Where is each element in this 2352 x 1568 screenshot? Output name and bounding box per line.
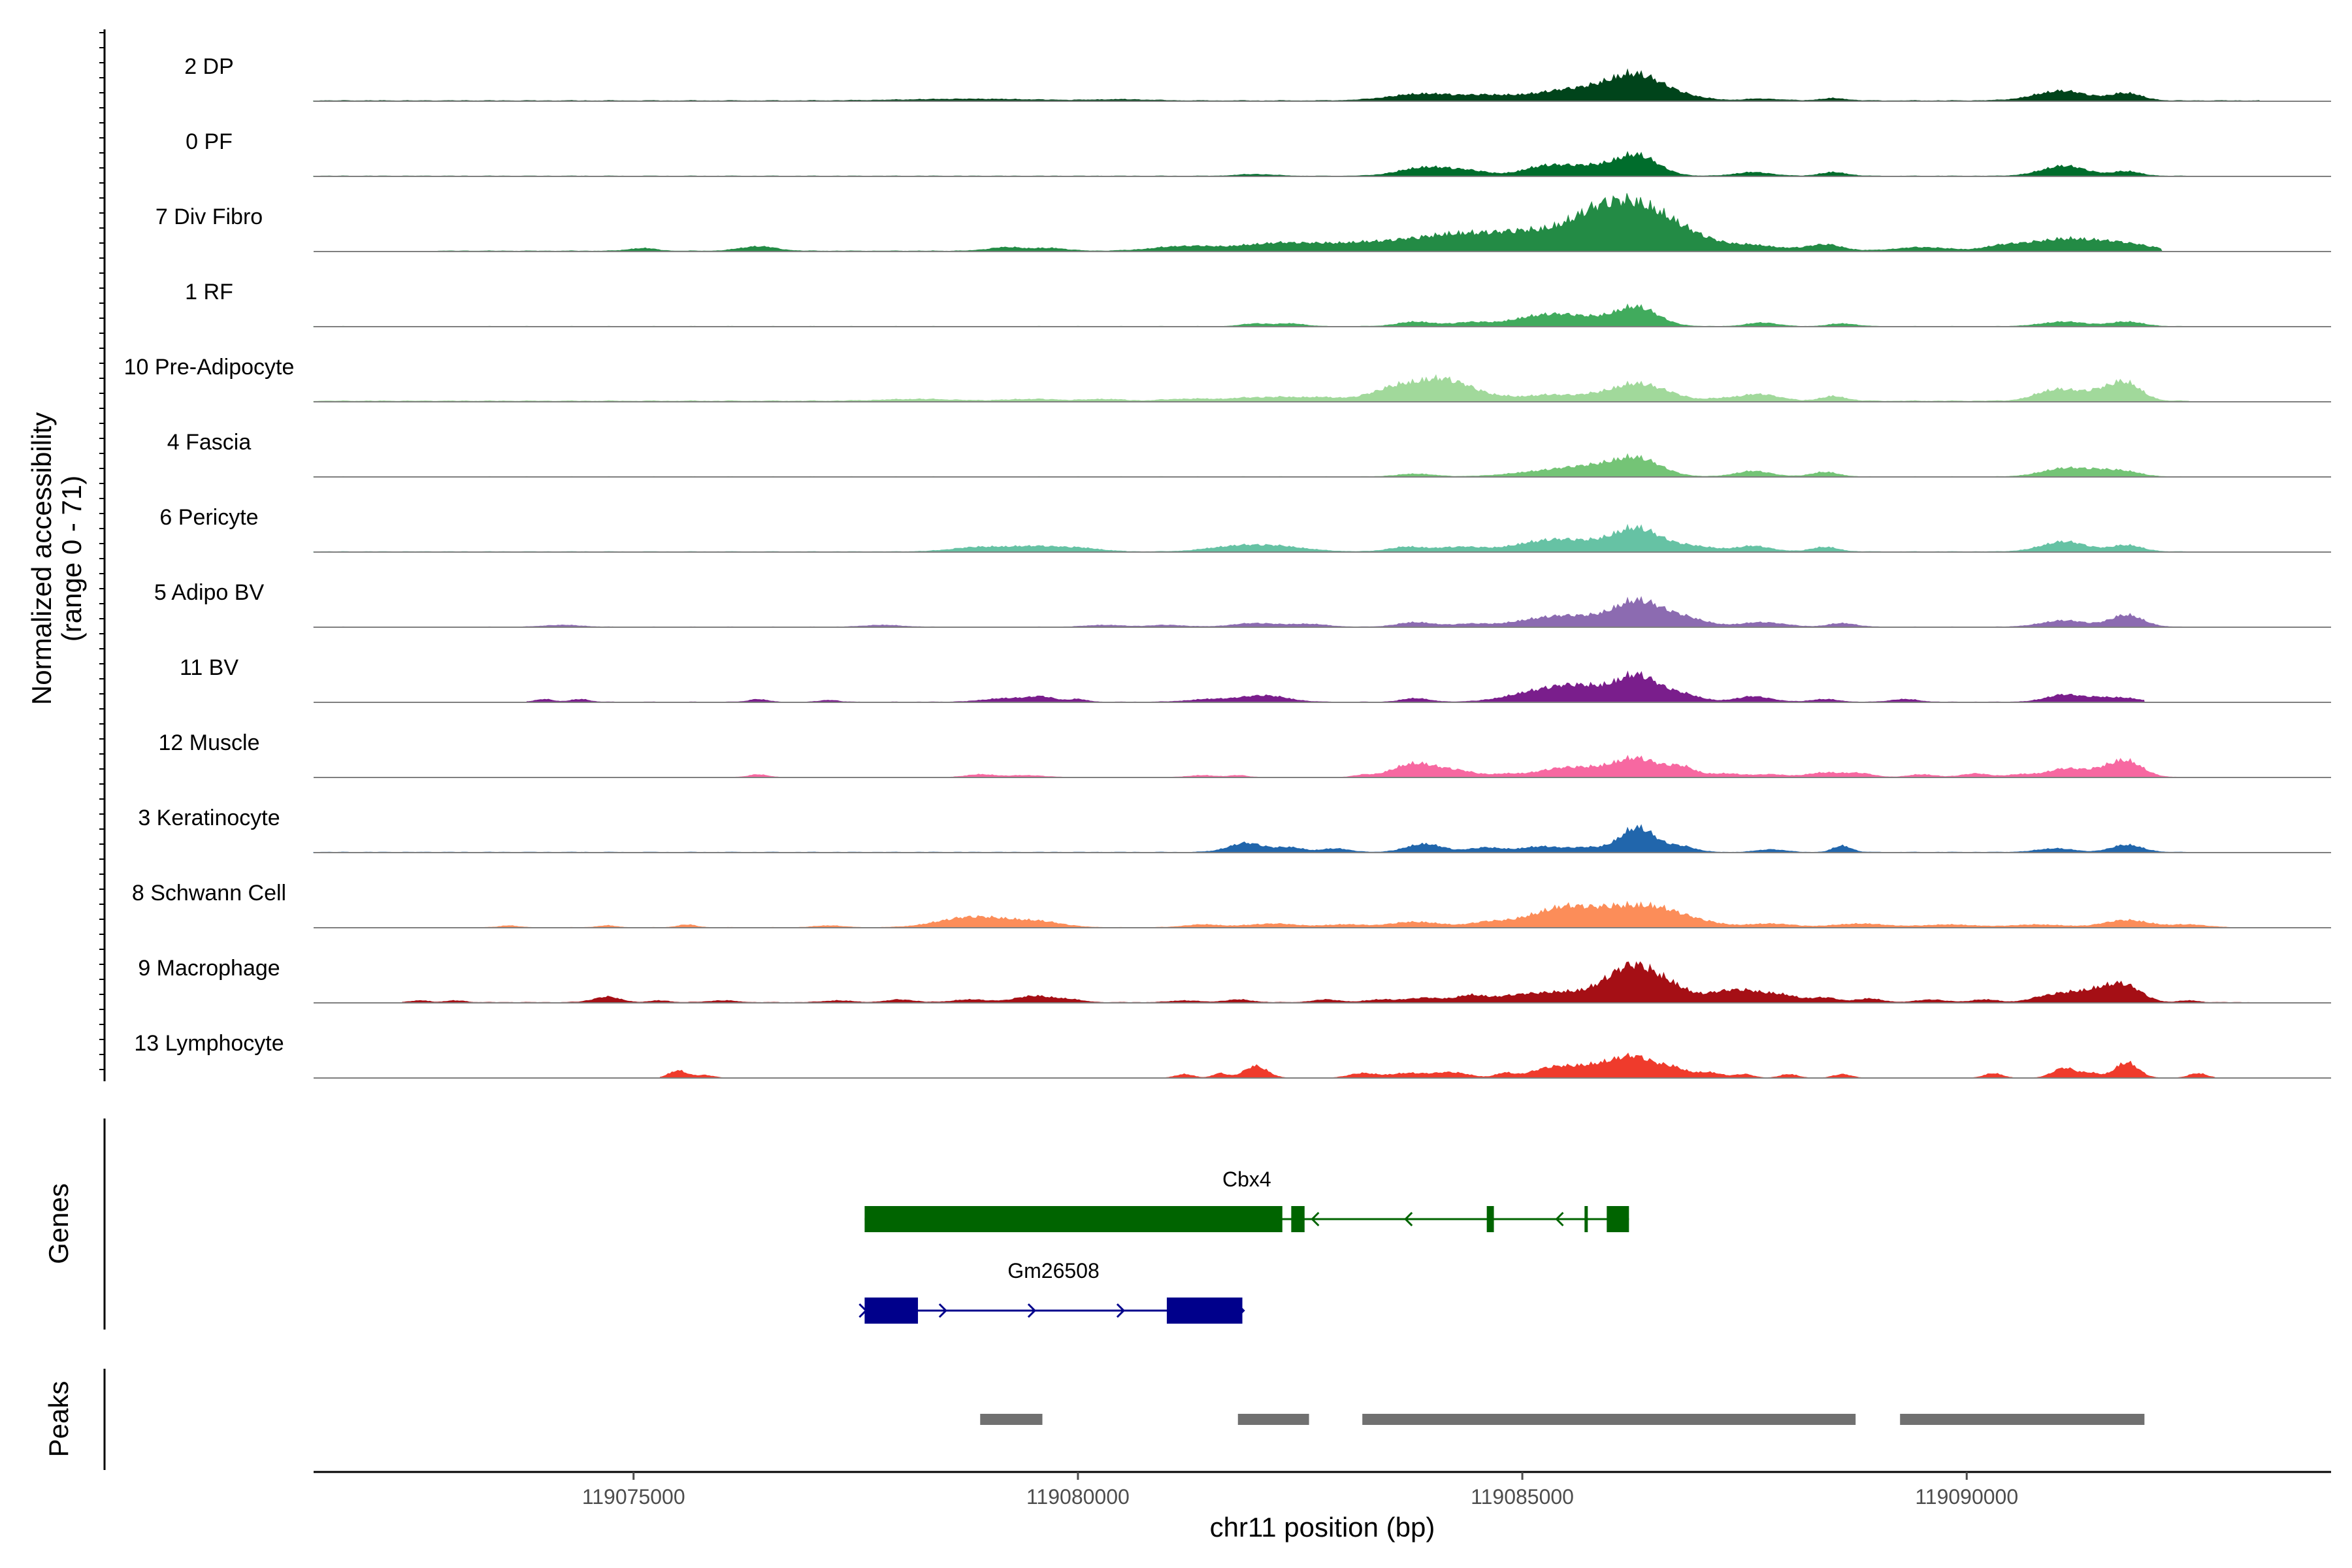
- track-3-keratinocyte: 3 Keratinocyte: [138, 806, 2331, 853]
- peak-region: [1900, 1414, 2145, 1425]
- strand-arrow: [858, 1303, 868, 1318]
- strand-arrow: [1311, 1211, 1320, 1227]
- track-13-lymphocyte: 13 Lymphocyte: [134, 1031, 2331, 1079]
- track-10-pre-adipocyte: 10 Pre-Adipocyte: [124, 355, 2331, 402]
- peaks-panel-label: Peaks: [43, 1381, 74, 1458]
- track-label: 5 Adipo BV: [154, 580, 265, 605]
- strand-arrow: [1116, 1303, 1126, 1318]
- gene-exon: [1291, 1206, 1305, 1232]
- track-coverage-area: [402, 961, 2251, 1004]
- track-8-schwann-cell: 8 Schwann Cell: [132, 881, 2331, 928]
- peak-region: [980, 1414, 1043, 1425]
- track-label: 11 BV: [180, 655, 238, 680]
- strand-arrow: [1027, 1303, 1037, 1318]
- genes-panel-label: Genes: [43, 1183, 74, 1264]
- track-12-muscle: 12 Muscle: [159, 730, 2331, 778]
- gene-exon: [1166, 1298, 1243, 1324]
- x-tick-label: 119075000: [582, 1485, 685, 1509]
- track-7-div-fibro: 7 Div Fibro: [155, 193, 2331, 252]
- track-label: 8 Schwann Cell: [132, 881, 286, 906]
- track-6-pericyte: 6 Pericyte: [159, 505, 2331, 553]
- track-4-fascia: 4 Fascia: [167, 430, 2331, 478]
- x-tick-label: 119080000: [1026, 1485, 1130, 1509]
- track-11-bv: 11 BV: [180, 655, 2331, 703]
- gene-exon: [1584, 1206, 1588, 1232]
- track-0-pf: 0 PF: [186, 129, 2331, 177]
- track-label: 0 PF: [186, 129, 233, 154]
- track-label: 1 RF: [185, 280, 233, 304]
- track-2-dp: 2 DP: [184, 54, 2331, 102]
- track-label: 10 Pre-Adipocyte: [124, 355, 295, 380]
- track-1-rf: 1 RF: [185, 280, 2331, 327]
- x-axis-title: chr11 position (bp): [1210, 1512, 1435, 1543]
- track-label: 4 Fascia: [167, 430, 252, 455]
- y-axis-subtitle: (range 0 - 71): [56, 476, 87, 642]
- peak-regions: [980, 1414, 2145, 1425]
- track-label: 9 Macrophage: [138, 956, 280, 981]
- gene-name-label: Cbx4: [1222, 1168, 1271, 1191]
- x-axis-ticks: 119075000 119080000 119085000 119090000: [582, 1472, 2018, 1509]
- peak-region: [1362, 1414, 1856, 1425]
- strand-arrow: [1236, 1303, 1245, 1318]
- track-label: 13 Lymphocyte: [134, 1031, 284, 1056]
- gene-exon: [1486, 1206, 1494, 1232]
- gene-name-label: Gm26508: [1007, 1259, 1100, 1282]
- strand-arrow: [1404, 1211, 1413, 1227]
- track-label: 7 Div Fibro: [155, 204, 263, 229]
- track-coverage-area: [437, 193, 2163, 252]
- strand-arrow: [1555, 1211, 1564, 1227]
- gene-exon: [864, 1206, 1282, 1232]
- y-axis-ticks: [99, 32, 105, 1070]
- track-label: 2 DP: [184, 54, 234, 79]
- gene-exon: [864, 1298, 919, 1324]
- track-9-macrophage: 9 Macrophage: [138, 956, 2331, 1004]
- gene-annotations: Cbx4 Gm26508: [858, 1168, 1629, 1324]
- track-5-adipo-bv: 5 Adipo BV: [154, 580, 2331, 628]
- y-axis-title: Normalized accessibility: [26, 412, 57, 705]
- gene-cbx4: Cbx4: [864, 1168, 1629, 1232]
- x-tick-label: 119090000: [1915, 1485, 2018, 1509]
- track-label: 6 Pericyte: [159, 505, 258, 530]
- strand-arrow: [938, 1303, 947, 1318]
- track-label: 3 Keratinocyte: [138, 806, 280, 830]
- coverage-tracks: 2 DP 0 PF 7 Div Fibro 1 RF 10 Pre-Adipocyte 4…: [124, 54, 2331, 1079]
- track-label: 12 Muscle: [159, 730, 260, 755]
- gene-exon: [1607, 1206, 1629, 1232]
- peak-region: [1237, 1414, 1309, 1425]
- x-tick-label: 119085000: [1471, 1485, 1574, 1509]
- gene-gm26508: Gm26508: [858, 1259, 1245, 1324]
